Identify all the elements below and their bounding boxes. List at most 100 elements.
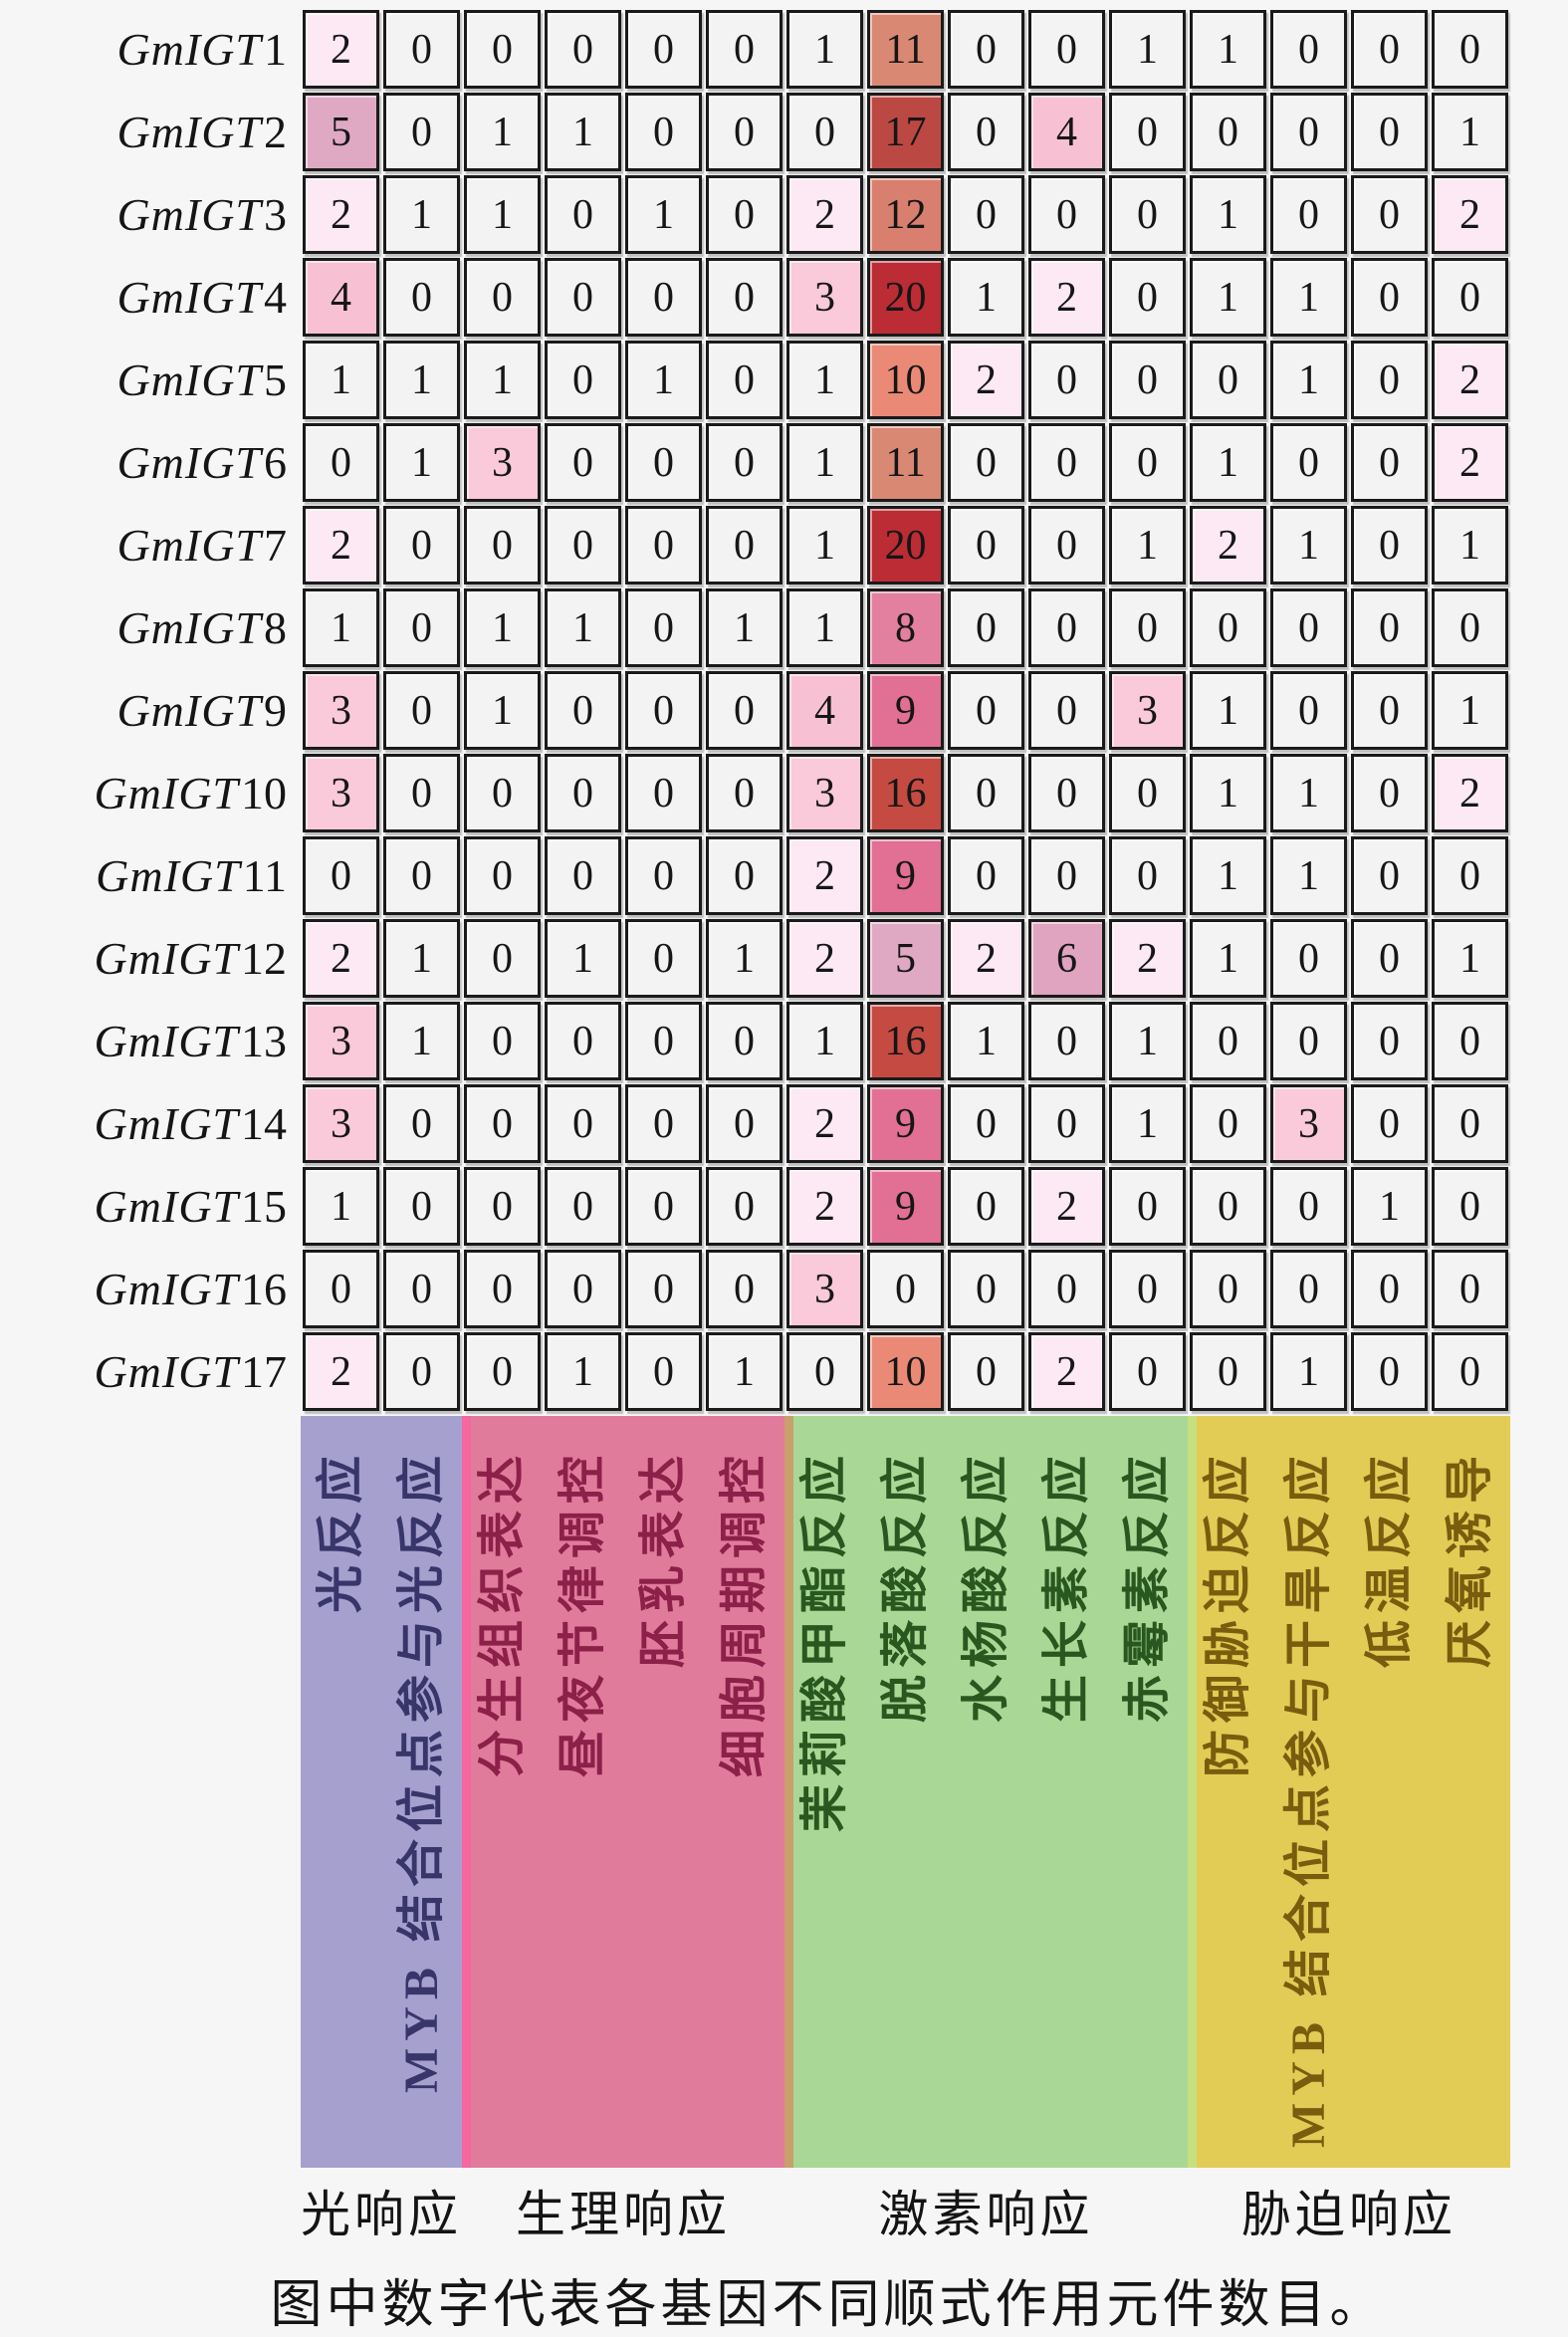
heat-cell: 1 bbox=[1432, 506, 1508, 584]
group-label: 光响应 bbox=[301, 2187, 462, 2242]
gene-label: GmIGT 10 bbox=[94, 767, 287, 818]
heat-cell: 1 bbox=[706, 919, 783, 998]
gene-label: GmIGT 3 bbox=[116, 188, 287, 240]
heat-cell: 0 bbox=[1351, 175, 1428, 254]
heat-cell: 0 bbox=[625, 671, 702, 750]
heat-cell: 0 bbox=[1109, 754, 1186, 832]
heat-cell: 1 bbox=[1109, 1002, 1186, 1080]
category-band bbox=[1188, 1416, 1510, 2168]
heat-cell: 3 bbox=[303, 1002, 379, 1080]
heat-cell: 0 bbox=[1351, 919, 1428, 998]
heat-cell: 0 bbox=[625, 258, 702, 337]
heat-cell: 1 bbox=[383, 1002, 460, 1080]
column-label: 脱落酸反应 bbox=[879, 1449, 932, 1724]
heat-cell: 0 bbox=[1432, 1084, 1508, 1163]
heat-cell: 1 bbox=[786, 341, 863, 419]
gene-label: GmIGT 16 bbox=[94, 1263, 287, 1314]
heat-cell: 1 bbox=[464, 671, 541, 750]
heat-cell: 0 bbox=[383, 1084, 460, 1163]
heat-cell: 3 bbox=[303, 671, 379, 750]
heat-cell: 0 bbox=[948, 1167, 1024, 1246]
heat-cell: 0 bbox=[948, 423, 1024, 502]
gene-label: GmIGT 2 bbox=[116, 106, 287, 157]
heat-cell: 2 bbox=[1432, 175, 1508, 254]
heat-cell: 0 bbox=[948, 10, 1024, 89]
gene-label: GmIGT 8 bbox=[116, 601, 287, 653]
heat-cell: 0 bbox=[464, 836, 541, 915]
heat-cell: 2 bbox=[1432, 754, 1508, 832]
heat-cell: 0 bbox=[1351, 341, 1428, 419]
heat-cell: 0 bbox=[1270, 588, 1347, 667]
heat-cell: 1 bbox=[1270, 754, 1347, 832]
column-label: 胚乳表达 bbox=[637, 1449, 690, 1669]
heat-cell: 0 bbox=[1190, 1002, 1266, 1080]
heat-cell: 0 bbox=[464, 754, 541, 832]
heat-cell: 0 bbox=[1109, 423, 1186, 502]
heat-cell: 1 bbox=[1351, 1167, 1428, 1246]
heat-cell: 0 bbox=[1270, 671, 1347, 750]
heat-cell: 1 bbox=[948, 258, 1024, 337]
heat-cell: 1 bbox=[786, 1002, 863, 1080]
heat-cell: 1 bbox=[303, 1167, 379, 1246]
heat-cell: 0 bbox=[1351, 258, 1428, 337]
heat-cell: 0 bbox=[1270, 1002, 1347, 1080]
heat-cell: 1 bbox=[1270, 1332, 1347, 1411]
heat-cell: 0 bbox=[383, 588, 460, 667]
heat-cell: 0 bbox=[1432, 588, 1508, 667]
heat-cell: 2 bbox=[1109, 919, 1186, 998]
heat-cell: 20 bbox=[867, 258, 944, 337]
heat-cell: 0 bbox=[303, 1250, 379, 1328]
heat-cell: 0 bbox=[1270, 1250, 1347, 1328]
heat-cell: 0 bbox=[545, 175, 621, 254]
heat-cell: 2 bbox=[1028, 258, 1105, 337]
heat-cell: 0 bbox=[625, 836, 702, 915]
heat-cell: 0 bbox=[706, 1167, 783, 1246]
heat-cell: 0 bbox=[464, 1084, 541, 1163]
heat-cell: 0 bbox=[706, 423, 783, 502]
heat-cell: 1 bbox=[1190, 919, 1266, 998]
gene-row-labels: GmIGT 1 GmIGT 2 GmIGT 3 GmIGT 4 GmIGT 5 GmIGT 6 GmIG… bbox=[0, 8, 287, 1413]
heat-cell: 1 bbox=[1109, 10, 1186, 89]
heat-cell: 0 bbox=[1432, 10, 1508, 89]
heat-cell: 0 bbox=[1351, 93, 1428, 171]
heat-cell: 0 bbox=[706, 258, 783, 337]
column-label: 光反应 bbox=[315, 1449, 367, 1614]
gene-label: GmIGT 12 bbox=[94, 932, 287, 984]
heat-cell: 5 bbox=[303, 93, 379, 171]
heat-cell: 0 bbox=[1109, 836, 1186, 915]
heat-cell: 1 bbox=[1190, 175, 1266, 254]
heat-cell: 2 bbox=[948, 341, 1024, 419]
column-label: 茉莉酸甲酯反应 bbox=[798, 1449, 851, 1833]
heat-cell: 2 bbox=[1432, 423, 1508, 502]
heat-cell: 1 bbox=[786, 588, 863, 667]
heat-cell: 1 bbox=[1270, 341, 1347, 419]
gene-label: GmIGT 4 bbox=[116, 271, 287, 323]
group-label: 胁迫响应 bbox=[1241, 2187, 1456, 2242]
heat-cell: 3 bbox=[464, 423, 541, 502]
heat-cell: 1 bbox=[545, 919, 621, 998]
heat-cell: 1 bbox=[383, 175, 460, 254]
heat-cell: 2 bbox=[1028, 1167, 1105, 1246]
heat-cell: 0 bbox=[948, 1332, 1024, 1411]
heat-cell: 0 bbox=[706, 341, 783, 419]
heat-cell: 2 bbox=[786, 836, 863, 915]
heat-cell: 0 bbox=[706, 671, 783, 750]
heat-cell: 0 bbox=[383, 836, 460, 915]
heat-cell: 0 bbox=[706, 754, 783, 832]
heat-cell: 9 bbox=[867, 836, 944, 915]
heat-cell: 0 bbox=[545, 423, 621, 502]
heat-cell: 4 bbox=[1028, 93, 1105, 171]
heat-cell: 0 bbox=[1190, 1084, 1266, 1163]
heat-cell: 0 bbox=[545, 754, 621, 832]
heat-cell: 1 bbox=[786, 10, 863, 89]
heat-cell: 1 bbox=[1190, 836, 1266, 915]
heat-cell: 0 bbox=[1190, 1250, 1266, 1328]
heat-cell: 1 bbox=[1109, 506, 1186, 584]
heat-cell: 0 bbox=[625, 588, 702, 667]
heat-cell: 1 bbox=[464, 341, 541, 419]
heat-cell: 2 bbox=[1190, 506, 1266, 584]
heat-cell: 1 bbox=[545, 93, 621, 171]
heat-cell: 0 bbox=[706, 836, 783, 915]
heat-cell: 0 bbox=[1109, 1167, 1186, 1246]
